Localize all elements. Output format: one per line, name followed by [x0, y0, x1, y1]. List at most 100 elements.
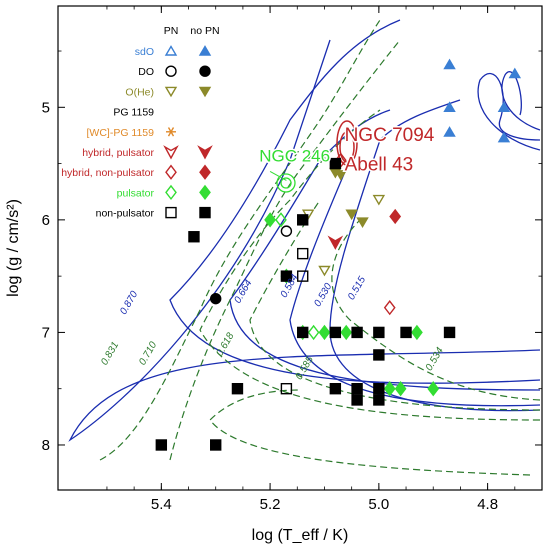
- x-tick-label: 5.2: [260, 496, 281, 513]
- track-0710: [169, 39, 401, 461]
- point-9-1: [307, 324, 320, 341]
- track-0831: [99, 19, 381, 461]
- x-tick-label: 4.8: [477, 496, 498, 513]
- point-1-0: [210, 292, 222, 305]
- track-0530: [289, 159, 541, 407]
- legend-pn-marker: [165, 184, 177, 201]
- track-mass-label: 0.710: [137, 340, 159, 368]
- point-11-1: [297, 247, 309, 260]
- annotation-label: NGC 246: [259, 146, 330, 165]
- legend-nopn-marker: [197, 145, 213, 160]
- point-10-18: [280, 270, 293, 282]
- y-axis-label: log (g / cm/s²): [5, 199, 22, 297]
- point-10-11: [351, 326, 363, 339]
- legend-pn-marker: [164, 86, 178, 98]
- legend-nopn-marker: [199, 65, 211, 77]
- annotation-label: Abell 43: [345, 154, 414, 175]
- point-0-2: [443, 126, 456, 137]
- point-3-0: [345, 209, 358, 221]
- legend-nopn-marker: [198, 86, 212, 98]
- track-mass-label: 0.831: [99, 340, 121, 367]
- point-9-0: [275, 212, 287, 228]
- legend: PN no PN sdO DO O(He) PG 1159 [WC]-PG 1159 hybr…: [61, 25, 219, 220]
- point-10-10: [329, 326, 342, 339]
- track-0534: [331, 219, 541, 401]
- point-6-0: [389, 208, 402, 225]
- y-axis: 5 6 7 8: [42, 50, 542, 454]
- ngc246-ellipse: [276, 173, 296, 193]
- green-tracks: [99, 19, 541, 476]
- point-8-8: [427, 381, 440, 397]
- point-4-0: [372, 194, 386, 206]
- legend-nopn-marker: [198, 45, 212, 56]
- legend-col-header: no PN: [190, 25, 219, 37]
- point-8-4: [340, 324, 353, 341]
- error-ellipses: [336, 120, 358, 166]
- point-0-4: [497, 131, 511, 143]
- y-tick-label: 7: [42, 324, 50, 341]
- track-mass-label: 0.534: [424, 345, 446, 373]
- legend-nopn-marker: [199, 184, 211, 201]
- legend-entry-label: O(He): [125, 86, 154, 98]
- legend-pn-marker: [165, 164, 177, 180]
- legend-entry-label: hybrid, non-pulsator: [61, 167, 154, 179]
- point-10-5: [351, 394, 363, 406]
- legend-nopn-marker: [199, 206, 211, 219]
- legend-col-header: PN: [164, 25, 179, 37]
- track-mass-label: 0.515: [346, 274, 368, 302]
- track-0585: [249, 199, 541, 411]
- point-11-2: [297, 270, 309, 282]
- track-mass-label: 0.870: [118, 289, 140, 317]
- track-0515: [329, 99, 541, 412]
- annotations: NGC 7094 Abell 43 NGC 246: [258, 124, 436, 181]
- x-axis-label: log (T_eff / K): [252, 527, 349, 544]
- y-tick-label: 6: [42, 212, 50, 229]
- legend-entry-label: [WC]-PG 1159: [87, 127, 155, 139]
- point-8-3: [318, 324, 331, 341]
- point-10-15: [297, 214, 309, 226]
- legend-pn-marker: [164, 45, 178, 56]
- x-tick-label: 5.0: [368, 496, 389, 513]
- legend-pn-marker: [163, 145, 179, 160]
- plot-frame: [57, 5, 543, 491]
- track-mass-label: 0.530: [312, 281, 334, 309]
- point-10-14: [443, 326, 456, 339]
- track-0870: [68, 39, 541, 442]
- legend-entry-label: DO: [138, 66, 154, 78]
- point-10-6: [373, 382, 385, 395]
- point-10-1: [210, 439, 222, 451]
- track-0664: [169, 19, 541, 384]
- point-10-16: [329, 157, 342, 170]
- legend-pn-marker: [165, 65, 177, 77]
- point-4-1: [318, 265, 331, 277]
- ngc246-leader: [269, 171, 287, 181]
- track-sdo-loop: [477, 72, 541, 151]
- track-sdo-loop-2: [501, 71, 541, 131]
- point-10-17: [188, 231, 200, 243]
- point-0-3: [497, 101, 511, 113]
- point-0-5: [508, 67, 522, 79]
- point-2-0: [280, 225, 293, 237]
- data-markers: [155, 58, 522, 451]
- x-tick-label: 5.4: [151, 496, 172, 513]
- point-5-0: [327, 235, 344, 250]
- legend-entry-label: non-pulsator: [96, 208, 155, 220]
- point-10-13: [400, 326, 412, 339]
- x-axis: 5.4 5.2 5.0 4.8: [106, 6, 516, 513]
- point-3-1: [356, 217, 369, 228]
- y-tick-label: 5: [42, 99, 50, 116]
- legend-entry-label: PG 1159: [113, 107, 154, 119]
- point-8-0: [264, 212, 276, 228]
- track-mass-label: 0.618: [214, 331, 236, 359]
- annotation-label: NGC 7094: [345, 125, 435, 146]
- legend-entry-label: sdO: [135, 46, 154, 58]
- point-10-4: [351, 382, 363, 395]
- point-7-0: [383, 300, 396, 316]
- legend-pn-marker: [165, 206, 177, 219]
- legend-entry-label: hybrid, pulsator: [82, 147, 154, 159]
- point-8-6: [383, 381, 396, 397]
- track-mass-label: 0.585: [294, 354, 316, 382]
- point-10-9: [297, 326, 309, 339]
